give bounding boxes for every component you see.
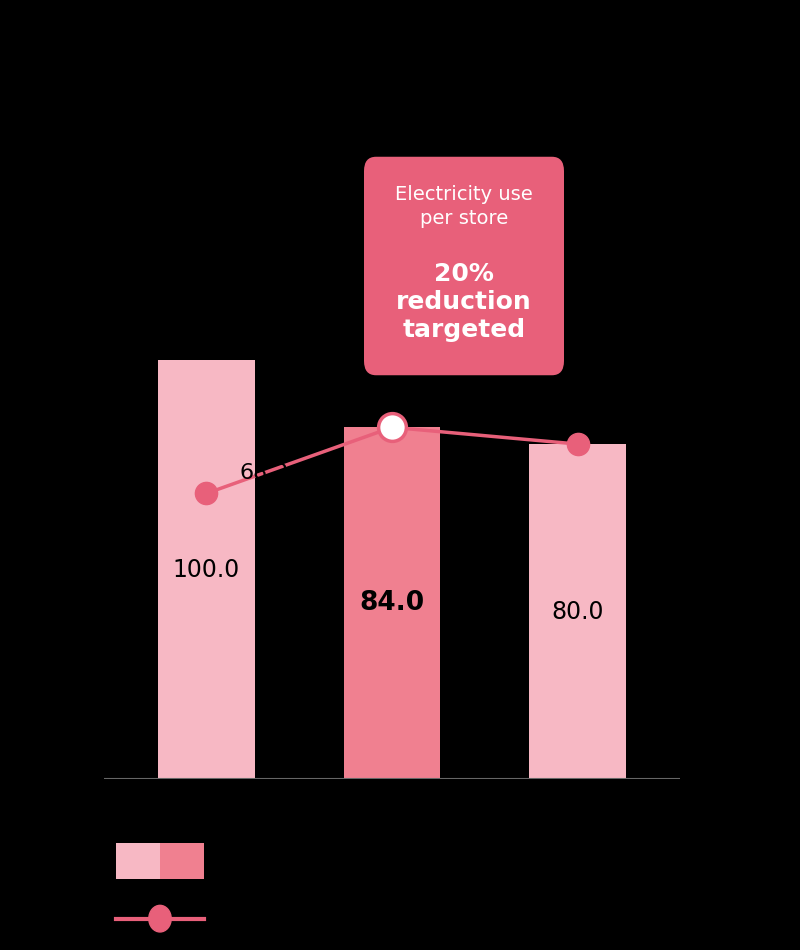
Bar <box>530 444 626 779</box>
Bar <box>158 360 254 779</box>
Text: 80.0: 80.0 <box>551 599 604 623</box>
Text: Electricity use
per store: Electricity use per store <box>395 185 533 228</box>
Text: 20%
reduction
targeted: 20% reduction targeted <box>396 262 532 342</box>
Text: 68.2: 68.2 <box>240 463 289 483</box>
Bar <box>344 428 440 779</box>
Text: 84.0: 84.0 <box>359 590 425 617</box>
Text: 100.0: 100.0 <box>173 558 240 581</box>
